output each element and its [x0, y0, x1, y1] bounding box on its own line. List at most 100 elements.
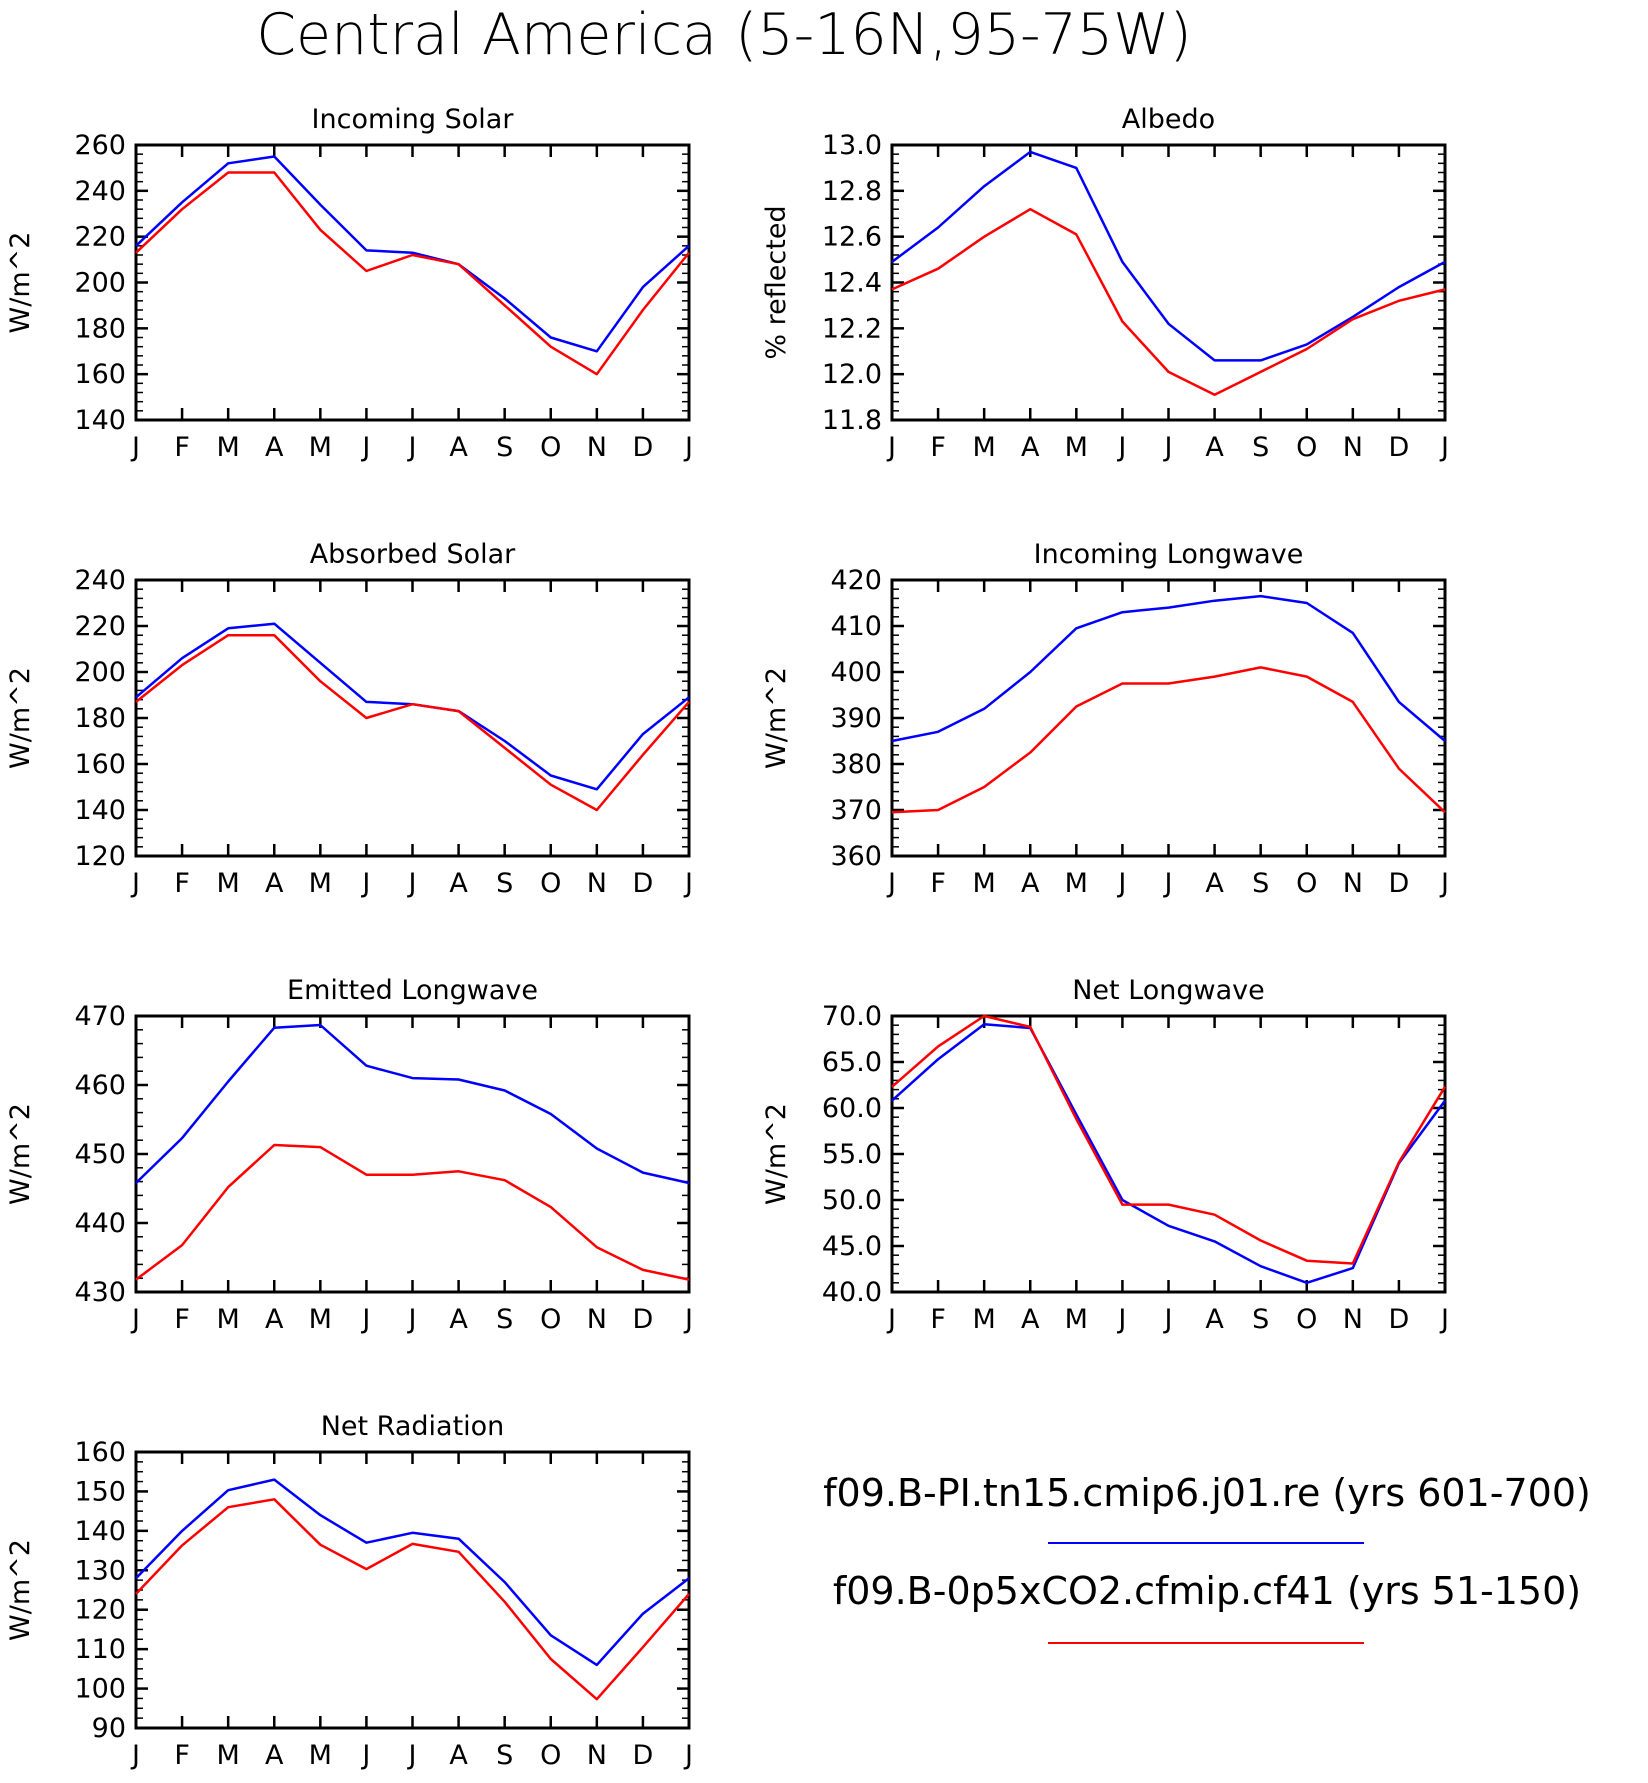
x-tick-label: M	[309, 1304, 332, 1335]
y-tick-label: 390	[830, 703, 882, 734]
y-tick-label: 200	[74, 268, 126, 299]
plot-frame	[134, 578, 691, 858]
y-tick-label: 160	[74, 1437, 126, 1468]
x-tick-label: J	[407, 432, 417, 463]
panel-title: Net Radiation	[321, 1411, 505, 1442]
x-tick-label: M	[217, 1740, 240, 1771]
series-line-control	[891, 150, 1446, 362]
y-tick-label: 440	[74, 1208, 126, 1239]
x-tick-label: S	[1252, 1304, 1269, 1335]
x-tick-label: M	[217, 432, 240, 463]
y-axis-label: W/m^2	[5, 1539, 36, 1641]
y-tick-label: 50.0	[822, 1185, 882, 1216]
y-tick-label: 420	[830, 565, 882, 596]
x-tick-label: A	[449, 868, 468, 899]
y-axis-label: % reflected	[761, 205, 792, 359]
y-tick-label: 65.0	[822, 1047, 882, 1078]
x-tick-label: M	[1065, 868, 1088, 899]
x-tick-label: A	[449, 432, 468, 463]
x-tick-label: J	[1116, 868, 1126, 899]
y-axis-label: W/m^2	[5, 667, 36, 769]
panel-title: Emitted Longwave	[287, 975, 538, 1006]
x-tick-label: J	[407, 1740, 417, 1771]
x-tick-label: O	[1296, 868, 1317, 899]
x-tick-label: A	[265, 1304, 284, 1335]
y-tick-label: 450	[74, 1139, 126, 1170]
panel-title: Incoming Longwave	[1034, 539, 1304, 570]
y-tick-label: 12.4	[822, 268, 882, 299]
y-tick-label: 140	[74, 795, 126, 826]
x-tick-label: N	[1343, 868, 1363, 899]
x-tick-label: D	[633, 1304, 654, 1335]
x-tick-label: D	[633, 1740, 654, 1771]
plot-frame	[890, 1014, 1447, 1294]
y-tick-label: 130	[74, 1555, 126, 1586]
x-tick-label: M	[973, 432, 996, 463]
x-tick-label: D	[1389, 868, 1410, 899]
legend-label-control: f09.B-PI.tn15.cmip6.j01.re (yrs 601-700)	[823, 1471, 1591, 1515]
y-axis-label: W/m^2	[5, 232, 36, 334]
y-tick-label: 370	[830, 795, 882, 826]
y-tick-label: 13.0	[822, 130, 882, 161]
x-tick-label: J	[683, 432, 693, 463]
series-line-control	[891, 1023, 1447, 1285]
x-tick-label: S	[1252, 432, 1269, 463]
plot-frame	[890, 578, 1447, 858]
y-tick-label: 70.0	[822, 1001, 882, 1032]
x-tick-label: A	[265, 868, 284, 899]
y-axis-label: W/m^2	[761, 1103, 792, 1205]
x-tick-label: A	[1021, 432, 1040, 463]
series-line-experiment	[135, 633, 690, 812]
x-tick-label: S	[496, 1304, 513, 1335]
x-tick-label: N	[587, 1304, 607, 1335]
series-line-experiment	[135, 1143, 690, 1281]
x-tick-label: A	[449, 1740, 468, 1771]
series-line-control	[135, 622, 690, 791]
x-tick-label: S	[496, 868, 513, 899]
y-tick-label: 180	[74, 313, 126, 344]
x-tick-label: M	[309, 432, 332, 463]
x-tick-label: O	[540, 432, 561, 463]
x-tick-label: F	[174, 868, 190, 899]
legend-label-experiment: f09.B-0p5xCO2.cfmip.cf41 (yrs 51-150)	[833, 1569, 1581, 1613]
x-tick-label: M	[1065, 1304, 1088, 1335]
x-tick-label: F	[174, 1740, 190, 1771]
series-line-experiment	[135, 171, 690, 376]
x-tick-label: F	[930, 868, 946, 899]
x-tick-label: M	[309, 868, 332, 899]
x-tick-label: A	[265, 432, 284, 463]
y-tick-label: 200	[74, 657, 126, 688]
y-tick-label: 150	[74, 1476, 126, 1507]
series-line-experiment	[891, 1014, 1447, 1265]
y-tick-label: 120	[74, 841, 126, 872]
y-axis-label: W/m^2	[5, 1103, 36, 1205]
y-tick-label: 100	[74, 1674, 126, 1705]
panel-title: Absorbed Solar	[310, 539, 516, 570]
panel-title: Incoming Solar	[312, 104, 515, 135]
x-tick-label: D	[1389, 432, 1410, 463]
series-line-control	[891, 594, 1446, 743]
x-tick-label: A	[1205, 868, 1224, 899]
y-tick-label: 12.2	[822, 313, 882, 344]
series-line-control	[135, 1478, 690, 1667]
x-tick-label: A	[1205, 1304, 1224, 1335]
x-tick-label: D	[633, 868, 654, 899]
x-tick-label: J	[130, 1740, 140, 1771]
x-tick-label: F	[174, 432, 190, 463]
panel-title: Net Longwave	[1072, 975, 1265, 1006]
x-tick-label: O	[540, 1304, 561, 1335]
y-tick-label: 220	[74, 611, 126, 642]
x-tick-label: N	[587, 868, 607, 899]
x-tick-label: M	[217, 868, 240, 899]
x-tick-label: J	[886, 1304, 896, 1335]
x-tick-label: N	[1343, 432, 1363, 463]
y-tick-label: 90	[92, 1713, 126, 1744]
y-tick-label: 360	[830, 841, 882, 872]
